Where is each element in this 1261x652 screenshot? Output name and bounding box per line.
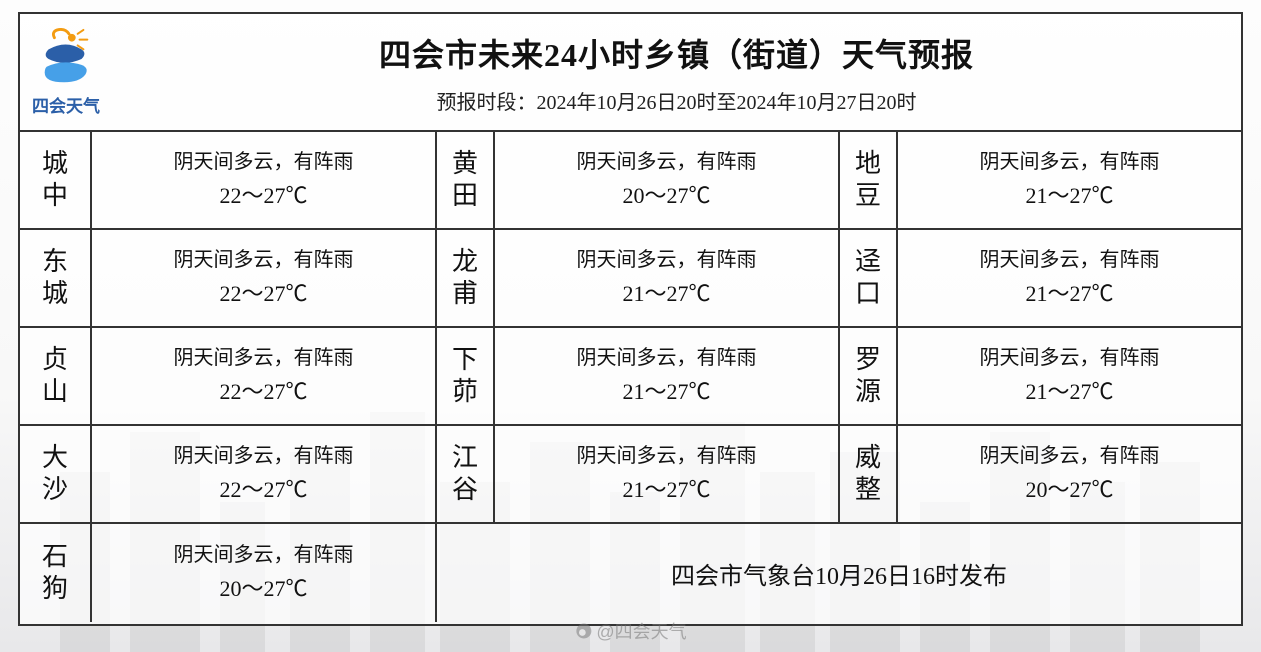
town-name: 迳口 [838,230,898,328]
town-forecast: 阴天间多云，有阵雨21～27℃ [898,328,1241,426]
town-name: 威整 [838,426,898,524]
weather-logo-icon [35,28,97,90]
town-name: 江谷 [435,426,495,524]
forecast-period: 预报时段：2024年10月26日20时至2024年10月27日20时 [437,86,917,115]
town-name: 城中 [20,132,92,230]
logo-cell: 四会天气 [20,14,112,130]
town-forecast: 阴天间多云，有阵雨21～27℃ [898,132,1241,230]
forecast-card: 四会天气 四会市未来24小时乡镇（街道）天气预报 预报时段：2024年10月26… [18,12,1243,626]
town-forecast: 阴天间多云，有阵雨20～27℃ [495,132,838,230]
issuer-footer: 四会市气象台10月26日16时发布 [435,524,1241,622]
logo-text: 四会天气 [32,92,100,117]
town-forecast: 阴天间多云，有阵雨22～27℃ [92,328,435,426]
town-forecast: 阴天间多云，有阵雨20～27℃ [898,426,1241,524]
town-name: 黄田 [435,132,495,230]
town-forecast: 阴天间多云，有阵雨22～27℃ [92,426,435,524]
town-forecast: 阴天间多云，有阵雨21～27℃ [495,328,838,426]
town-forecast: 阴天间多云，有阵雨22～27℃ [92,230,435,328]
town-name: 石狗 [20,524,92,622]
town-name: 大沙 [20,426,92,524]
town-name: 东城 [20,230,92,328]
town-name: 地豆 [838,132,898,230]
town-forecast: 阴天间多云，有阵雨20～27℃ [92,524,435,622]
town-forecast: 阴天间多云，有阵雨22～27℃ [92,132,435,230]
title-cell: 四会市未来24小时乡镇（街道）天气预报 预报时段：2024年10月26日20时至… [112,14,1241,130]
forecast-grid: 城中 阴天间多云，有阵雨22～27℃ 黄田 阴天间多云，有阵雨20～27℃ 地豆… [20,132,1241,622]
town-name: 龙甫 [435,230,495,328]
town-forecast: 阴天间多云，有阵雨21～27℃ [495,426,838,524]
town-forecast: 阴天间多云，有阵雨21～27℃ [495,230,838,328]
town-name: 罗源 [838,328,898,426]
town-forecast: 阴天间多云，有阵雨21～27℃ [898,230,1241,328]
header-row: 四会天气 四会市未来24小时乡镇（街道）天气预报 预报时段：2024年10月26… [20,14,1241,132]
town-name: 贞山 [20,328,92,426]
page-title: 四会市未来24小时乡镇（街道）天气预报 [379,30,974,76]
town-name: 下茆 [435,328,495,426]
